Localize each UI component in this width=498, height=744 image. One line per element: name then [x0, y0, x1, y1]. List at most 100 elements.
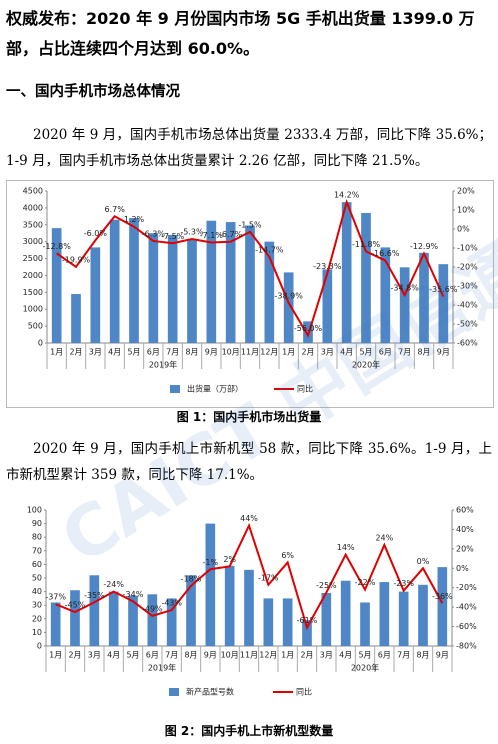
data-label: -12.9%: [410, 242, 439, 251]
data-label: -49%: [142, 604, 163, 613]
x-tick-label: 2月: [69, 348, 82, 357]
legend-swatch: [169, 688, 179, 696]
bar: [302, 620, 312, 646]
bar: [245, 225, 255, 343]
y-tick-label: 3500: [23, 220, 43, 229]
bar: [419, 252, 429, 343]
chart: 0 10 20 30 40 50 60 70 80 90 100 60% 40% 20% 0% -20% -40…: [27, 506, 477, 697]
x-tick-label: 11月: [240, 651, 258, 660]
x-tick-label: 1月: [49, 651, 62, 660]
x-tick-label: 5月: [126, 651, 139, 660]
legend-label: 同比: [297, 384, 313, 394]
bar: [340, 580, 351, 646]
year-label: 2020年: [352, 360, 380, 370]
bar: [283, 272, 294, 343]
data-label: -16.6%: [371, 249, 400, 258]
legend-label: 同比: [296, 687, 312, 697]
data-label: -34%: [123, 590, 144, 599]
x-tick-label: 11月: [241, 348, 259, 357]
x-tick-label: 8月: [416, 651, 429, 660]
caption: 图 1：国内手机市场出货量: [176, 410, 322, 424]
data-label: -12.8%: [43, 242, 72, 251]
y-tick-label: 70: [32, 546, 42, 555]
bar: [148, 233, 159, 343]
paragraph: 2020 年 9 月，国内手机上市新机型 58 款，同比下降 35.6%。1-9…: [6, 441, 492, 483]
year-label: 2019年: [149, 360, 177, 370]
data-label: 6.7%: [105, 205, 126, 214]
data-label: -18%: [181, 574, 202, 583]
x-tick-label: 3月: [320, 651, 333, 660]
y-tick-label: 4000: [23, 203, 43, 212]
bar: [206, 220, 217, 343]
bar: [147, 594, 158, 646]
y2-tick-label: -40%: [457, 301, 478, 310]
bar: [361, 212, 371, 343]
data-label: -14.7%: [255, 245, 284, 254]
x-tick-label: 3月: [89, 348, 102, 357]
data-label: 1.2%: [124, 215, 145, 224]
y2-tick-label: 20%: [456, 544, 474, 553]
bar: [322, 269, 333, 343]
bar: [187, 239, 197, 343]
bar: [379, 582, 390, 646]
data-label: -43%: [161, 599, 182, 608]
bar: [282, 598, 293, 646]
y-tick-label: 2000: [23, 271, 43, 280]
x-tick-label: 2月: [68, 651, 81, 660]
bar: [205, 523, 216, 646]
x-tick-label: 10月: [221, 651, 239, 660]
data-label: -37%: [45, 593, 66, 602]
y2-tick-label: -20%: [456, 583, 477, 592]
bar: [109, 219, 120, 343]
y2-tick-label: -30%: [457, 282, 478, 291]
y2-tick-label: 20%: [457, 187, 475, 196]
data-label: -11.8%: [352, 240, 381, 249]
bar: [70, 590, 80, 646]
x-tick-label: 6月: [378, 651, 391, 660]
y2-tick-label: -50%: [457, 320, 478, 329]
y2-tick-label: -60%: [456, 622, 477, 631]
data-label: 44%: [240, 514, 258, 523]
x-tick-label: 4月: [340, 348, 353, 357]
headline: 权威发布：2020 年 9 月份国内市场 5G 手机出货量 1399.0 万部，…: [6, 9, 475, 58]
bar: [321, 592, 332, 646]
x-tick-label: 7月: [165, 651, 178, 660]
data-label: -45%: [65, 601, 86, 610]
y2-tick-label: -40%: [456, 603, 477, 612]
x-tick-label: 5月: [359, 348, 372, 357]
y2-tick-label: 60%: [456, 506, 474, 515]
bar: [51, 228, 62, 343]
bar: [89, 575, 100, 646]
data-label: -5.3%: [180, 228, 204, 237]
x-tick-label: 5月: [358, 651, 371, 660]
data-label: -38.9%: [275, 291, 304, 300]
year-label: 2020年: [351, 663, 379, 673]
data-label: -35.6%: [429, 285, 458, 294]
x-tick-label: 12月: [259, 651, 277, 660]
data-label: -36%: [432, 592, 453, 601]
data-label: -6.7%: [219, 230, 243, 239]
y-tick-label: 0: [37, 642, 42, 651]
x-tick-label: 8月: [185, 348, 198, 357]
y-tick-label: 30: [32, 601, 42, 610]
bar: [71, 294, 81, 343]
x-tick-label: 12月: [260, 348, 278, 357]
data-label: -1.5%: [238, 220, 262, 229]
bar: [225, 222, 236, 343]
x-tick-label: 1月: [282, 348, 295, 357]
y2-tick-label: -60%: [457, 339, 478, 348]
x-tick-label: 7月: [397, 651, 410, 660]
data-label: -61%: [297, 616, 318, 625]
x-tick-label: 3月: [88, 651, 101, 660]
x-tick-label: 4月: [108, 348, 121, 357]
bar: [224, 565, 235, 646]
data-label: 24%: [375, 533, 393, 542]
y-tick-label: 4500: [23, 187, 43, 196]
y-tick-label: 500: [28, 322, 43, 331]
x-tick-label: 9月: [205, 348, 218, 357]
paragraph: 2020 年 9 月，国内手机市场总体出货量 2333.4 万部，同比下降 35…: [6, 127, 492, 169]
y2-tick-label: -20%: [457, 263, 478, 272]
bar: [108, 591, 119, 646]
x-tick-label: 6月: [147, 348, 160, 357]
